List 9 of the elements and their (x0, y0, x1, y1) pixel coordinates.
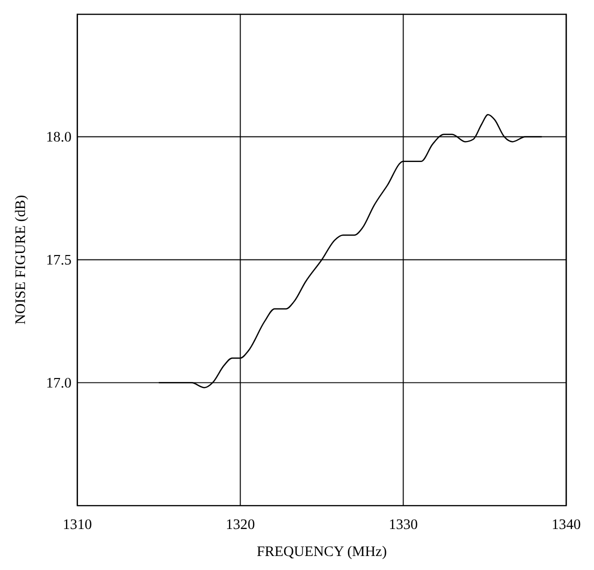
y-tick-label: 18.0 (46, 130, 72, 146)
y-tick-label: 17.0 (46, 376, 72, 392)
x-tick-label: 1320 (226, 516, 255, 533)
x-tick-label: 1340 (552, 516, 581, 533)
x-tick-label: 1330 (388, 516, 418, 533)
x-axis-title: FREQUENCY (MHz) (256, 544, 387, 560)
y-axis-title: NOISE FIGURE (dB) (12, 194, 29, 324)
x-tick-label: 1310 (62, 516, 92, 533)
y-tick-label: 17.5 (46, 252, 72, 269)
